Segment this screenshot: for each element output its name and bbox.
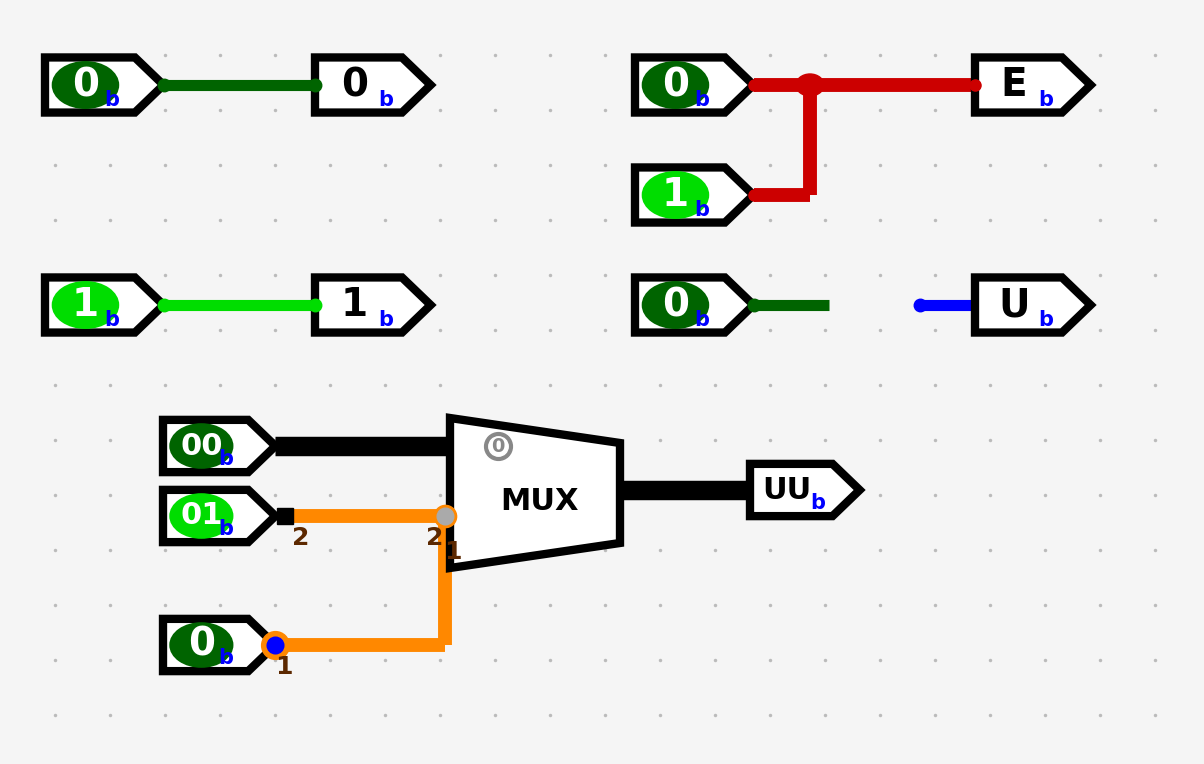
- Text: 0: 0: [491, 436, 504, 455]
- Text: 2: 2: [291, 526, 309, 550]
- Ellipse shape: [53, 63, 118, 108]
- Text: b: b: [378, 89, 394, 109]
- Text: b: b: [219, 519, 234, 539]
- Text: 1: 1: [341, 286, 367, 324]
- Text: 2: 2: [426, 526, 444, 550]
- Polygon shape: [975, 277, 1091, 332]
- Text: 1: 1: [275, 655, 293, 679]
- Ellipse shape: [171, 425, 232, 468]
- Polygon shape: [450, 418, 620, 568]
- Text: 0: 0: [341, 66, 367, 104]
- Ellipse shape: [643, 63, 708, 108]
- Text: U: U: [998, 286, 1029, 324]
- Text: b: b: [219, 449, 234, 469]
- Text: b: b: [219, 648, 234, 668]
- Text: 1: 1: [662, 176, 689, 214]
- Ellipse shape: [171, 494, 232, 537]
- Polygon shape: [635, 167, 754, 222]
- Text: b: b: [694, 309, 709, 329]
- Text: b: b: [810, 493, 825, 513]
- Text: b: b: [694, 89, 709, 109]
- Text: 0: 0: [188, 626, 214, 664]
- Ellipse shape: [643, 173, 708, 218]
- Polygon shape: [45, 57, 164, 112]
- Polygon shape: [163, 619, 276, 671]
- Polygon shape: [315, 277, 431, 332]
- Text: b: b: [104, 89, 119, 109]
- Text: b: b: [694, 199, 709, 219]
- Text: 1: 1: [444, 540, 462, 564]
- Text: b: b: [1039, 89, 1054, 109]
- Text: 00: 00: [181, 432, 223, 461]
- Text: 01: 01: [181, 501, 223, 530]
- Text: b: b: [378, 309, 394, 329]
- Text: b: b: [104, 309, 119, 329]
- Polygon shape: [163, 420, 276, 472]
- Polygon shape: [635, 57, 754, 112]
- Polygon shape: [315, 57, 431, 112]
- Text: 0: 0: [662, 286, 689, 324]
- Polygon shape: [975, 57, 1091, 112]
- Polygon shape: [163, 490, 276, 542]
- Polygon shape: [750, 464, 860, 516]
- Text: 0: 0: [662, 66, 689, 104]
- Text: b: b: [1039, 309, 1054, 329]
- Text: 1: 1: [72, 286, 99, 324]
- Ellipse shape: [171, 623, 232, 666]
- Text: 0: 0: [72, 66, 99, 104]
- Ellipse shape: [643, 283, 708, 328]
- Ellipse shape: [796, 74, 824, 96]
- Text: E: E: [1001, 66, 1027, 104]
- Polygon shape: [45, 277, 164, 332]
- Text: UU: UU: [762, 475, 811, 504]
- Polygon shape: [635, 277, 754, 332]
- Ellipse shape: [53, 283, 118, 328]
- Text: MUX: MUX: [501, 487, 579, 516]
